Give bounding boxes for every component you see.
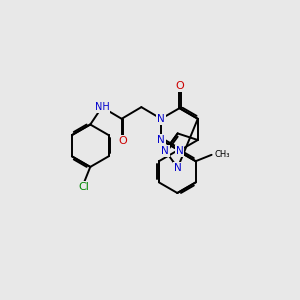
Text: O: O	[119, 136, 128, 146]
Text: CH₃: CH₃	[214, 150, 230, 159]
Text: N: N	[176, 146, 183, 156]
Text: O: O	[175, 81, 184, 91]
Text: N: N	[174, 163, 182, 173]
Text: N: N	[161, 146, 169, 156]
Text: Cl: Cl	[79, 182, 89, 192]
Text: N: N	[157, 114, 165, 124]
Text: NH: NH	[94, 102, 109, 112]
Text: N: N	[157, 135, 165, 145]
